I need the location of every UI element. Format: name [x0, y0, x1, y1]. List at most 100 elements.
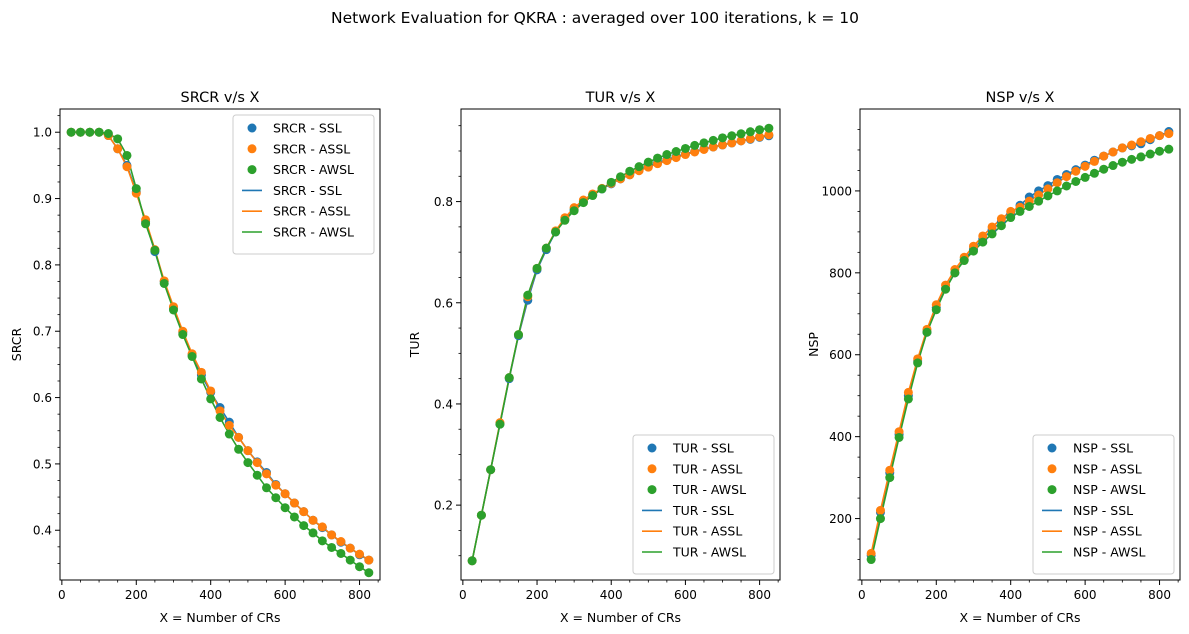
data-point	[168, 305, 178, 315]
data-point	[1136, 152, 1146, 162]
data-point	[75, 127, 85, 137]
legend-entry: NSP - AWSL	[1073, 545, 1145, 560]
data-point	[755, 132, 765, 142]
legend-marker-ssl	[1047, 443, 1057, 453]
y-tick-label: 200	[829, 512, 852, 526]
x-tick-label: 0	[858, 588, 866, 602]
data-point	[625, 166, 635, 176]
data-point	[159, 278, 169, 288]
data-point	[727, 131, 737, 141]
legend-entry: NSP - SSL	[1073, 503, 1133, 518]
data-point	[1164, 144, 1174, 154]
legend: NSP - SSL NSP - ASSL NSP - AWSL NSP - SSL NS…	[1032, 434, 1175, 575]
data-point	[978, 237, 988, 247]
data-point	[996, 214, 1006, 224]
data-point	[1164, 129, 1174, 139]
data-point	[243, 446, 253, 456]
data-point	[903, 394, 913, 404]
data-point	[1062, 172, 1072, 182]
y-tick-label: 0.9	[33, 192, 52, 206]
data-point	[922, 327, 932, 337]
legend-entry: TUR - ASSL	[672, 461, 742, 476]
x-tick-label: 600	[674, 588, 697, 602]
chart-title: NSP v/s X	[986, 90, 1055, 106]
data-point	[327, 530, 337, 540]
data-point	[736, 129, 746, 139]
data-point	[755, 125, 765, 135]
y-tick-label: 1000	[821, 184, 852, 198]
data-point	[113, 144, 123, 154]
legend-entry: TUR - AWSL	[672, 545, 746, 560]
data-point	[532, 263, 542, 273]
legend-marker-assl	[247, 144, 257, 154]
x-tick-label: 400	[199, 588, 222, 602]
data-point	[234, 432, 244, 442]
data-point	[289, 498, 299, 508]
data-point	[1043, 191, 1053, 201]
data-point	[885, 473, 895, 483]
data-point	[1108, 147, 1118, 157]
legend-entry: TUR - SSL	[672, 441, 734, 456]
data-point	[215, 412, 225, 422]
data-point	[243, 458, 253, 468]
legend-entry: SRCR - SSL	[273, 183, 342, 198]
data-point	[476, 510, 486, 520]
data-point	[66, 127, 76, 137]
data-point	[903, 387, 913, 397]
data-point	[885, 465, 895, 475]
data-point	[206, 394, 216, 404]
x-tick-label: 400	[999, 588, 1022, 602]
legend-marker-awsl	[647, 485, 657, 495]
data-point	[745, 134, 755, 144]
x-tick-label: 800	[1148, 588, 1171, 602]
data-point	[950, 268, 960, 278]
data-point	[289, 512, 299, 522]
data-point	[103, 129, 113, 139]
legend-entry: NSP - SSL	[1073, 441, 1133, 456]
data-point	[262, 469, 272, 479]
data-point	[513, 330, 523, 340]
y-tick-label: 0.5	[33, 457, 52, 471]
y-tick-label: 400	[829, 430, 852, 444]
x-tick-label: 800	[748, 588, 771, 602]
data-point	[234, 444, 244, 454]
y-tick-label: 600	[829, 348, 852, 362]
data-point	[551, 227, 561, 237]
data-point	[699, 138, 709, 148]
legend-entry: TUR - ASSL	[672, 524, 742, 539]
x-tick-label: 200	[526, 588, 549, 602]
legend-entry: SRCR - AWSL	[273, 225, 354, 240]
data-point	[1080, 172, 1090, 182]
y-axis-label: TUR	[407, 331, 422, 358]
data-point	[745, 127, 755, 137]
data-point	[206, 386, 216, 396]
data-point	[1127, 154, 1137, 164]
y-tick-label: 0.6	[33, 391, 52, 405]
data-point	[941, 284, 951, 294]
data-point	[996, 221, 1006, 231]
data-point	[987, 229, 997, 239]
data-point	[699, 144, 709, 154]
x-tick-label: 0	[58, 588, 66, 602]
legend-marker-assl	[647, 464, 657, 474]
y-tick-label: 0.4	[33, 524, 52, 538]
data-point	[1034, 196, 1044, 206]
data-point	[262, 483, 272, 493]
x-tick-label: 600	[1074, 588, 1097, 602]
x-tick-label: 400	[600, 588, 623, 602]
data-point	[1080, 161, 1090, 171]
data-point	[504, 373, 514, 383]
y-tick-label: 0.8	[434, 195, 453, 209]
data-point	[1043, 184, 1053, 194]
data-point	[1145, 133, 1155, 143]
data-point	[560, 215, 570, 225]
data-point	[280, 503, 290, 513]
data-point	[252, 470, 262, 480]
axes-frame	[460, 108, 781, 581]
data-point	[271, 480, 281, 490]
legend-entry: NSP - ASSL	[1073, 524, 1142, 539]
legend-box	[1032, 434, 1175, 575]
data-point	[597, 184, 607, 194]
x-tick-label: 800	[348, 588, 371, 602]
